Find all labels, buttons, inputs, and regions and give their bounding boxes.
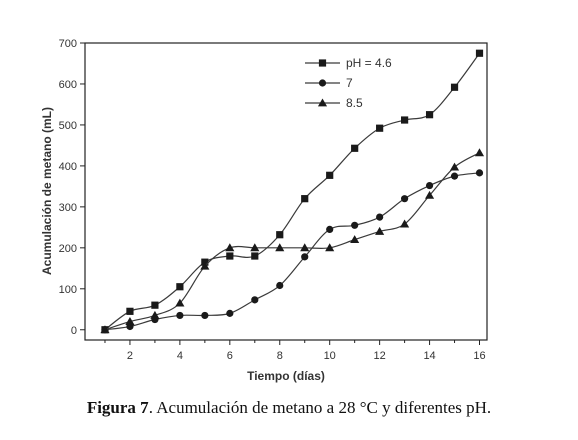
series-ph-7-point — [301, 253, 309, 261]
series-ph-4-6-point — [251, 252, 259, 260]
series-ph-7-point — [276, 281, 284, 290]
series-ph-4-6-point — [301, 195, 309, 203]
methane-chart: 0 100 200 300 400 500 600 700 2 4 6 8 10 12 14 16 pH =… — [40, 38, 488, 383]
series-ph-8-5-point — [449, 162, 460, 171]
series-layer — [100, 49, 485, 334]
series-ph-7-line — [104, 172, 480, 331]
y-tick-label: 100 — [59, 284, 77, 296]
legend-marker — [318, 59, 327, 67]
series-ph-4-6-point — [425, 111, 434, 119]
series-ph-7-point — [201, 311, 209, 320]
series-ph-7-point — [351, 221, 359, 229]
y-tick-label: 700 — [59, 38, 77, 50]
series-ph-7-point — [251, 296, 259, 304]
x-tick-label: 6 — [227, 350, 233, 362]
series-ph-7-point — [376, 213, 384, 221]
series-ph-8-5-point — [350, 235, 360, 244]
y-tick-label: 300 — [59, 202, 77, 214]
series-ph-8-5-point — [100, 325, 110, 334]
x-tick-label: 2 — [127, 350, 133, 362]
series-ph-8-5-point — [150, 310, 160, 319]
x-axis-title: Tiempo (días) — [247, 369, 325, 383]
series-ph-7-point — [326, 225, 334, 233]
legend-marker — [318, 79, 327, 87]
series-ph-8-5-point — [275, 243, 285, 252]
series-ph-8-5-point — [400, 219, 410, 228]
series-ph-8-5-point — [175, 298, 185, 307]
series-ph-7-point — [226, 309, 234, 317]
legend-label: pH = 4.6 — [346, 56, 392, 70]
x-tick-label: 8 — [277, 350, 283, 362]
series-ph-8-5-point — [325, 243, 335, 252]
x-tick-label: 10 — [324, 350, 336, 362]
y-axis: 0 100 200 300 400 500 600 700 — [59, 38, 85, 337]
x-tick-label: 14 — [423, 350, 435, 362]
series-ph-4-6-point — [376, 124, 384, 132]
series-ph-8-5-point — [125, 317, 135, 325]
series-ph-4-6-point — [226, 252, 234, 260]
series-ph-8-5-point — [425, 190, 435, 199]
series-ph-8-5-point — [200, 261, 210, 270]
series-ph-7-point — [401, 195, 409, 203]
series-ph-4-6-point — [450, 83, 459, 91]
x-axis: 2 4 6 8 10 12 14 16 — [104, 340, 486, 362]
series-ph-8-5-line — [104, 152, 480, 331]
y-tick-label: 600 — [59, 79, 77, 91]
series-ph-4-6-point — [126, 307, 134, 315]
x-tick-label: 12 — [374, 350, 386, 362]
x-tick-label: 4 — [177, 350, 183, 362]
series-ph-4-6-point — [475, 49, 484, 57]
series-ph-8-5-point — [375, 226, 385, 235]
series-ph-4-6-point — [276, 231, 284, 239]
figure-caption: Figura 7. Acumulación de metano a 28 °C … — [0, 398, 578, 418]
series-ph-8-5-point — [300, 243, 310, 252]
legend-marker — [317, 98, 328, 107]
legend-label: 8.5 — [346, 96, 363, 110]
series-ph-4-6-point — [351, 144, 359, 152]
series-ph-8-5 — [100, 148, 485, 334]
y-tick-label: 0 — [71, 325, 77, 337]
series-ph-4-6-point — [401, 116, 409, 124]
series-ph-4-6-line — [104, 52, 480, 331]
series-ph-8-5-point — [474, 148, 485, 157]
series-ph-7-point — [450, 172, 459, 180]
series-ph-8-5-point — [250, 243, 260, 252]
series-ph-8-5-point — [225, 243, 235, 252]
y-tick-label: 500 — [59, 120, 77, 132]
y-axis-title: Acumulación de metano (mL) — [40, 107, 54, 275]
series-ph-7-point — [475, 169, 484, 177]
plot-frame — [84, 42, 488, 341]
series-ph-4-6 — [101, 49, 484, 334]
series-ph-4-6-point — [176, 283, 184, 291]
y-tick-label: 200 — [59, 243, 77, 255]
caption-text: . Acumulación de metano a 28 °C y difere… — [148, 398, 492, 417]
series-ph-7 — [101, 169, 484, 334]
y-tick-label: 400 — [59, 161, 77, 173]
legend: pH = 4.6 7 8.5 — [305, 56, 392, 110]
series-ph-7-point — [176, 311, 184, 320]
series-ph-7-point — [425, 181, 434, 190]
series-ph-4-6-point — [151, 301, 159, 309]
x-tick-label: 16 — [473, 350, 485, 362]
legend-label: 7 — [346, 76, 353, 90]
caption-label: Figura 7 — [86, 398, 149, 417]
series-ph-4-6-point — [326, 171, 334, 179]
